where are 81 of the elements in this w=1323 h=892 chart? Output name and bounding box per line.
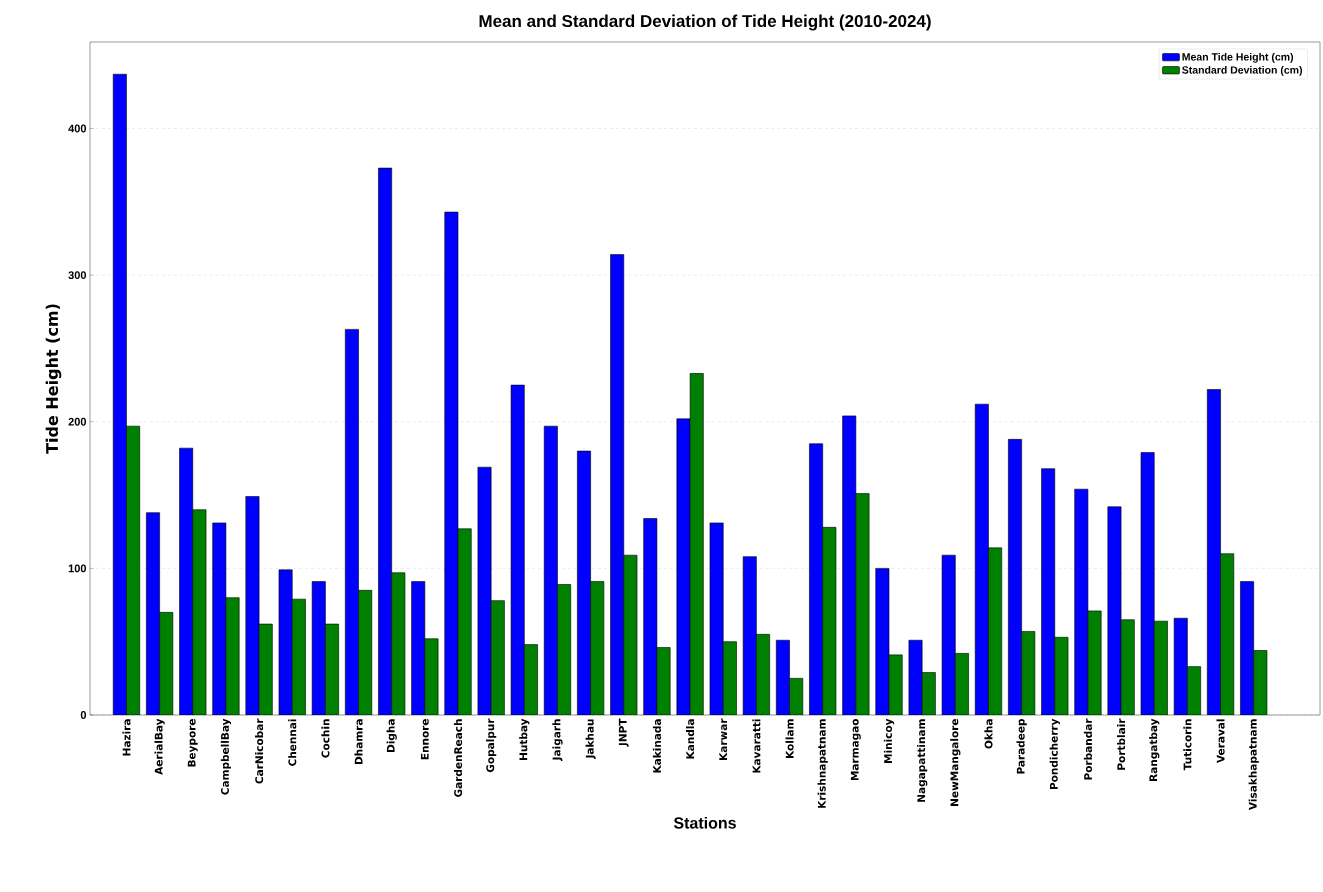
x-tick-label: Okha (984, 719, 993, 749)
bar (676, 418, 691, 715)
bar (543, 425, 558, 715)
bar (742, 556, 757, 715)
x-tick-label: Tuticorin (1183, 719, 1192, 771)
x-tick-label: JNPT (618, 718, 629, 747)
bar (643, 518, 657, 715)
x-tick-label: Dhamra (354, 719, 363, 765)
x-tick-label: Porbandar (1083, 718, 1093, 780)
bar (842, 415, 857, 715)
x-tick-label: Digha (386, 719, 397, 752)
x-tick-label: Jaigarh (552, 719, 563, 761)
bar (457, 528, 472, 715)
x-tick-label: Rangatbay (1149, 718, 1160, 781)
x-tick-label: Ennore (420, 719, 429, 760)
bar (1074, 488, 1089, 715)
bar (1041, 468, 1056, 715)
bar (146, 512, 160, 715)
bar (577, 450, 591, 715)
bar (245, 496, 260, 715)
x-tick-label: Pondicherry (1049, 718, 1060, 790)
bar (1220, 553, 1235, 715)
x-tick-label: Hazira (122, 719, 131, 756)
bar (809, 443, 823, 715)
x-tick-label: Nagapattinam (917, 719, 928, 802)
x-tick-label: Jakhau (585, 719, 596, 760)
bar (875, 568, 890, 715)
x-tick-label: Gopalpur (486, 718, 497, 773)
x-tick-label: Veraval (1216, 719, 1225, 763)
x-tick-label: CarNicobar (255, 718, 264, 784)
chart-title: Mean and Standard Deviation of Tide Height (2010-2024) (479, 14, 931, 31)
bar (378, 167, 392, 715)
bar (179, 447, 194, 715)
legend-label: Mean Tide Height (cm) (1182, 52, 1294, 63)
x-tick-label: Krishnapatnam (817, 719, 828, 808)
bar (610, 254, 625, 715)
y-axis-title: Tide Height (cm) (45, 304, 62, 454)
bar (689, 373, 704, 715)
bar (344, 329, 359, 715)
x-tick-label: Chennai (288, 719, 297, 766)
bar (477, 466, 492, 715)
bar (822, 527, 837, 715)
y-tick-label: 300 (68, 271, 87, 280)
bar (192, 509, 207, 715)
x-tick-label: Marmagao (850, 718, 861, 781)
y-tick-label: 0 (80, 711, 87, 719)
x-tick-label: Kollam (785, 719, 794, 758)
x-tick-label: Kandla (686, 719, 695, 759)
x-tick-label: Kavaratti (752, 719, 761, 773)
x-tick-label: Minicoy (883, 718, 895, 763)
x-tick-label: Kakinada (652, 719, 662, 773)
bar (112, 73, 127, 715)
bar (444, 211, 459, 715)
bar (988, 547, 1003, 715)
bar (1008, 439, 1022, 715)
y-tick-label: 100 (68, 564, 87, 573)
x-tick-label: Paradeep (1016, 718, 1027, 774)
y-tick-label: 200 (68, 417, 87, 426)
y-tick-label: 400 (68, 124, 87, 133)
x-tick-label: Portblair (1117, 718, 1126, 770)
x-tick-label: Visakhapatnam (1248, 719, 1259, 811)
legend-label: Standard Deviation (cm) (1182, 65, 1302, 76)
bar (510, 384, 525, 715)
bar (212, 522, 227, 715)
bar (126, 425, 141, 715)
bar (709, 522, 724, 715)
bar (974, 403, 989, 715)
x-tick-label: CampbellBay (220, 718, 232, 795)
bar (278, 569, 293, 715)
x-axis-title: Stations (673, 816, 736, 829)
bar (1140, 452, 1155, 715)
x-tick-label: Karwar (719, 718, 728, 760)
x-tick-label: GardenReach (453, 719, 463, 797)
bar (391, 572, 406, 715)
x-tick-label: Beypore (187, 719, 198, 767)
x-tick-label: Cochin (321, 719, 330, 758)
x-tick-label: NewMangalore (950, 719, 961, 806)
bar (1206, 389, 1221, 715)
bar (1107, 506, 1122, 715)
x-tick-label: AerialBay (154, 718, 165, 775)
x-tick-label: Hutbay (519, 718, 530, 760)
